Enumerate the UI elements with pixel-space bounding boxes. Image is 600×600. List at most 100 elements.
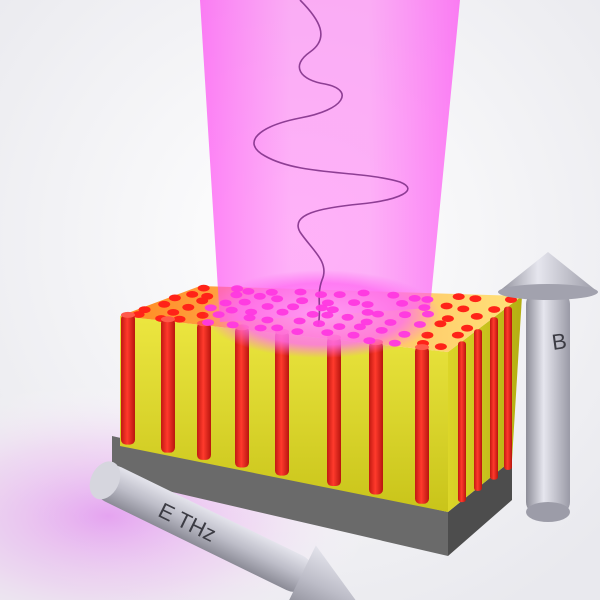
nanowire-top-dot	[461, 324, 474, 332]
nanowire-top-dot	[186, 291, 199, 298]
nanowire-side-array	[458, 306, 512, 503]
nanowire-top-dot	[348, 299, 361, 306]
nanowire-top-dot	[326, 306, 339, 314]
nanowire-top-dot	[271, 324, 284, 332]
nanowire-top-dot	[422, 310, 434, 318]
nanowire-side	[504, 306, 512, 470]
nanowire-top-dot	[243, 314, 256, 322]
nanowire-top-dot	[230, 291, 243, 299]
nanowire-top-dot	[421, 296, 434, 303]
nanowire-top-dot	[287, 303, 300, 311]
nanowire-top-dot	[226, 321, 239, 329]
nanowire-front	[161, 318, 175, 453]
nanowire-top-dot	[276, 308, 289, 316]
nanowire-top-dot	[469, 295, 482, 303]
nanowire-front	[327, 336, 341, 487]
nanowire-top-dot	[434, 343, 447, 350]
nanowire-front-array	[121, 311, 429, 504]
nanowire-top-dot	[315, 291, 327, 298]
nanowire-top-dot	[261, 316, 274, 324]
nanowire-top-dot	[204, 304, 217, 312]
nanowire-top-dot	[182, 303, 195, 311]
nanowire-top-dot	[201, 292, 214, 300]
nanowire-top-dot	[361, 309, 374, 316]
nanowire-top-dot	[505, 296, 517, 303]
nanowire-top-dot	[296, 297, 309, 305]
nanowire-top-dot	[353, 323, 366, 331]
nanowire-top-dot	[231, 285, 244, 293]
nanowire-top-dot	[375, 327, 388, 334]
nanowire-top-dot	[333, 323, 346, 330]
illuminated-nanowire-tops	[202, 285, 434, 347]
nanowire-front	[235, 326, 249, 468]
nanowire-top-dot	[384, 319, 397, 326]
nanowire-top-dot	[333, 291, 346, 298]
nanowire-front	[275, 330, 289, 476]
nanowire-top-dot	[197, 284, 210, 292]
substrate	[112, 436, 512, 556]
nanowire-top-dot	[372, 310, 384, 318]
nanowire-top-dot	[293, 317, 306, 325]
nanowire-top-dot	[321, 299, 334, 307]
nanowire-top-dot	[173, 315, 186, 323]
nanowire-top-dot	[341, 313, 354, 321]
nanowire-top-dot	[357, 289, 370, 297]
nanowire-top-dot	[294, 288, 307, 296]
nanowire-front	[121, 313, 135, 445]
nanowire-top-dot	[413, 321, 426, 328]
nanowire-top-dot	[225, 306, 238, 314]
magnetic-field-arrow: B	[498, 252, 598, 522]
nanowire-top-dot	[168, 294, 181, 302]
nanowire-front	[415, 346, 429, 504]
nanowire-top-dot	[242, 288, 255, 295]
nanowire-top-dot	[313, 320, 325, 328]
nanowire-top-dot	[254, 324, 267, 332]
nanowire-top-dot	[363, 337, 376, 345]
nanowire-top-dot	[271, 295, 284, 303]
nanowire-top-dot	[408, 295, 421, 302]
nanowire-top-dot	[202, 319, 215, 326]
optical-pump-beam	[200, 0, 460, 358]
nanowire-top-dot	[440, 302, 453, 310]
nanowire-top-dot	[441, 315, 454, 322]
nanowire-top-dot	[238, 298, 251, 306]
nanowire-top-dot	[361, 301, 374, 308]
nanowire-top-dot	[347, 331, 360, 339]
nanowire-top-dot	[388, 339, 401, 347]
nanowire-top-dot	[245, 308, 258, 316]
nanowire-top-dot	[488, 306, 501, 313]
nanowire-top-dot	[457, 305, 470, 313]
nanowire-top-dot	[219, 299, 232, 307]
film-side-face	[448, 296, 522, 512]
nanowire-top-dot	[261, 303, 274, 310]
nanowire-top-dot	[253, 292, 266, 300]
nanowire-side	[474, 329, 482, 491]
terahertz-waveform	[253, 0, 409, 327]
nanowire-front-cap	[415, 344, 429, 351]
nanowire-top-dot	[315, 304, 328, 312]
nanowire-front-cap	[121, 311, 135, 318]
nanowire-front-cap	[161, 316, 175, 323]
nanowire-front	[369, 341, 383, 495]
nanowire-top-dot	[387, 291, 400, 299]
nanowire-top-dot	[321, 311, 334, 319]
nanowire-top-dot	[452, 293, 465, 300]
nanowire-top-dot	[451, 331, 464, 339]
nanowire-front	[197, 322, 211, 460]
nanowire-top-dot	[138, 306, 151, 314]
nanowire-top-dot	[321, 329, 334, 336]
nanowire-top-dot	[132, 311, 145, 318]
nanowire-top-dot	[418, 304, 431, 311]
nanowire-top-dot	[399, 311, 411, 319]
b-label: B	[550, 328, 568, 355]
nanowire-top-dot	[360, 318, 373, 326]
nanowire-top-dot	[396, 300, 409, 307]
nanowire-top-dot	[470, 313, 483, 320]
nanowire-top-dot	[167, 309, 180, 316]
nanowire-top-dot	[291, 328, 304, 335]
nanowire-side	[490, 317, 498, 480]
nanowire-top-dot	[212, 311, 225, 318]
nanowire-top-dot	[398, 330, 411, 338]
nanowire-top-dot	[158, 300, 171, 308]
